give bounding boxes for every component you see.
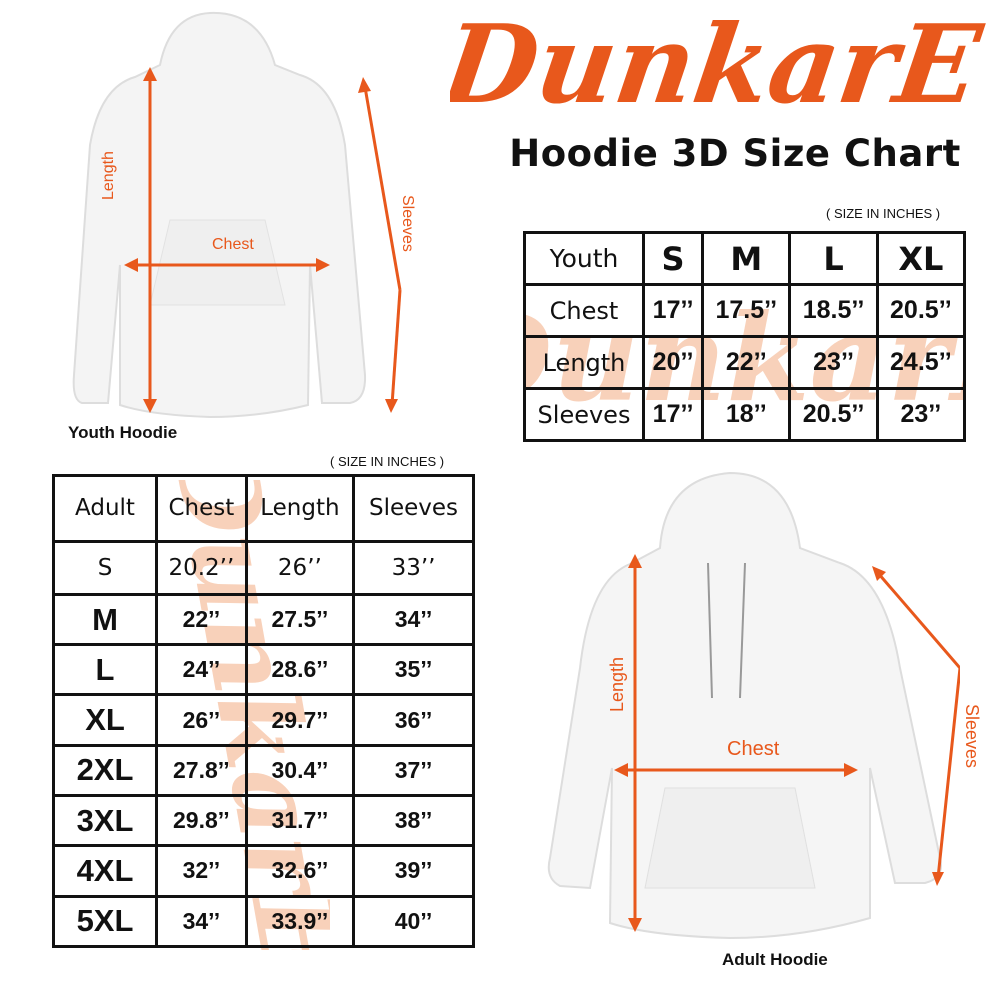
cell: 26’’ [244, 539, 356, 596]
svg-text:DunkarE: DunkarE [450, 0, 989, 127]
adult-size-table: Adult Chest Length Sleeves S 20.2’’ 26’’ 33… [52, 474, 475, 949]
cell: 26’’ [155, 693, 248, 747]
cell: 24’’ [155, 643, 248, 697]
size-label: S [52, 539, 158, 596]
youth-size-table: Youth S M L XL Chest 17’’ 17.5’’ 18.5’’ … [523, 231, 967, 442]
cell: 17’’ [641, 283, 705, 338]
header-cell: Sleeves [352, 474, 475, 543]
cell: 22’’ [155, 592, 248, 647]
cell: 39’’ [352, 844, 475, 898]
table-row: M 22’’ 27.5’’ 34’’ [52, 592, 475, 647]
adult-unit-note: ( SIZE IN INCHES ) [330, 454, 445, 469]
size-label: 5XL [52, 894, 158, 949]
cell: 23’’ [788, 335, 879, 390]
cell: 36’’ [352, 693, 475, 747]
cell: 30.4’’ [244, 743, 356, 798]
adult-length-label: Length [607, 656, 627, 712]
cell: 37’’ [352, 743, 475, 798]
table-row: L 24’’ 28.6’’ 35’’ [52, 643, 475, 697]
cell: 23’’ [875, 387, 967, 442]
cell: 20.5’’ [875, 283, 967, 338]
cell: 33.9’’ [244, 894, 356, 949]
cell: 28.6’’ [244, 643, 356, 697]
cell: 24.5’’ [875, 335, 967, 390]
size-label: 2XL [52, 743, 158, 798]
adult-sleeves-label: Sleeves [962, 704, 982, 769]
table-row: 5XL 34’’ 33.9’’ 40’’ [52, 894, 475, 949]
table-row: 2XL 27.8’’ 30.4’’ 37’’ [52, 743, 475, 798]
cell: 27.5’’ [244, 592, 356, 647]
header-cell: L [788, 231, 879, 286]
cell: 27.8’’ [155, 743, 248, 798]
table-header-row: Adult Chest Length Sleeves [52, 474, 475, 543]
cell: 32’’ [155, 844, 248, 898]
adult-chest-label: Chest [727, 738, 780, 760]
header-cell: Chest [155, 474, 248, 543]
cell: 29.7’’ [244, 693, 356, 747]
header-cell: Youth [523, 231, 645, 286]
cell: 20.2’’ [155, 539, 248, 596]
table-row: Chest 17’’ 17.5’’ 18.5’’ 20.5’’ [523, 283, 967, 338]
cell: 31.7’’ [244, 794, 356, 848]
size-label: 4XL [52, 844, 158, 898]
cell: 34’’ [155, 894, 248, 949]
size-label: L [52, 643, 158, 697]
table-row: Sleeves 17’’ 18’’ 20.5’’ 23’’ [523, 387, 967, 442]
size-label: 3XL [52, 794, 158, 848]
header-cell: XL [875, 231, 967, 286]
cell: 33’’ [352, 539, 475, 596]
header-cell: M [701, 231, 792, 286]
row-label: Length [523, 335, 645, 390]
cell: 40’’ [352, 894, 475, 949]
cell: 17.5’’ [701, 283, 792, 338]
cell: 38’’ [352, 794, 475, 848]
youth-sleeves-label: Sleeves [399, 195, 416, 252]
size-label: XL [52, 693, 158, 747]
table-row: S 20.2’’ 26’’ 33’’ [52, 539, 475, 596]
row-label: Sleeves [523, 387, 645, 442]
cell: 18’’ [701, 387, 792, 442]
row-label: Chest [523, 283, 645, 338]
youth-hoodie-caption: Youth Hoodie [68, 423, 178, 442]
cell: 22’’ [701, 335, 792, 390]
header-cell: S [641, 231, 705, 286]
cell: 17’’ [641, 387, 705, 442]
cell: 18.5’’ [788, 283, 879, 338]
table-row: 4XL 32’’ 32.6’’ 39’’ [52, 844, 475, 898]
cell: 34’’ [352, 592, 475, 647]
cell: 20.5’’ [788, 387, 879, 442]
table-row: XL 26’’ 29.7’’ 36’’ [52, 693, 475, 747]
adult-hoodie-caption: Adult Hoodie [722, 950, 828, 969]
size-label: M [52, 592, 158, 647]
cell: 29.8’’ [155, 794, 248, 848]
youth-chest-label: Chest [212, 236, 254, 253]
adult-hoodie-image [547, 471, 960, 940]
youth-hoodie-image [72, 11, 402, 419]
table-header-row: Youth S M L XL [523, 231, 967, 286]
brand-logo: DunkarE [450, 0, 989, 127]
youth-length-label: Length [100, 151, 117, 200]
youth-unit-note: ( SIZE IN INCHES ) [826, 206, 941, 221]
cell: 32.6’’ [244, 844, 356, 898]
cell: 20’’ [641, 335, 705, 390]
header-cell: Length [244, 474, 356, 543]
table-row: Length 20’’ 22’’ 23’’ 24.5’’ [523, 335, 967, 390]
table-row: 3XL 29.8’’ 31.7’’ 38’’ [52, 794, 475, 848]
page-title: Hoodie 3D Size Chart [509, 132, 961, 175]
header-cell: Adult [52, 474, 158, 543]
cell: 35’’ [352, 643, 475, 697]
